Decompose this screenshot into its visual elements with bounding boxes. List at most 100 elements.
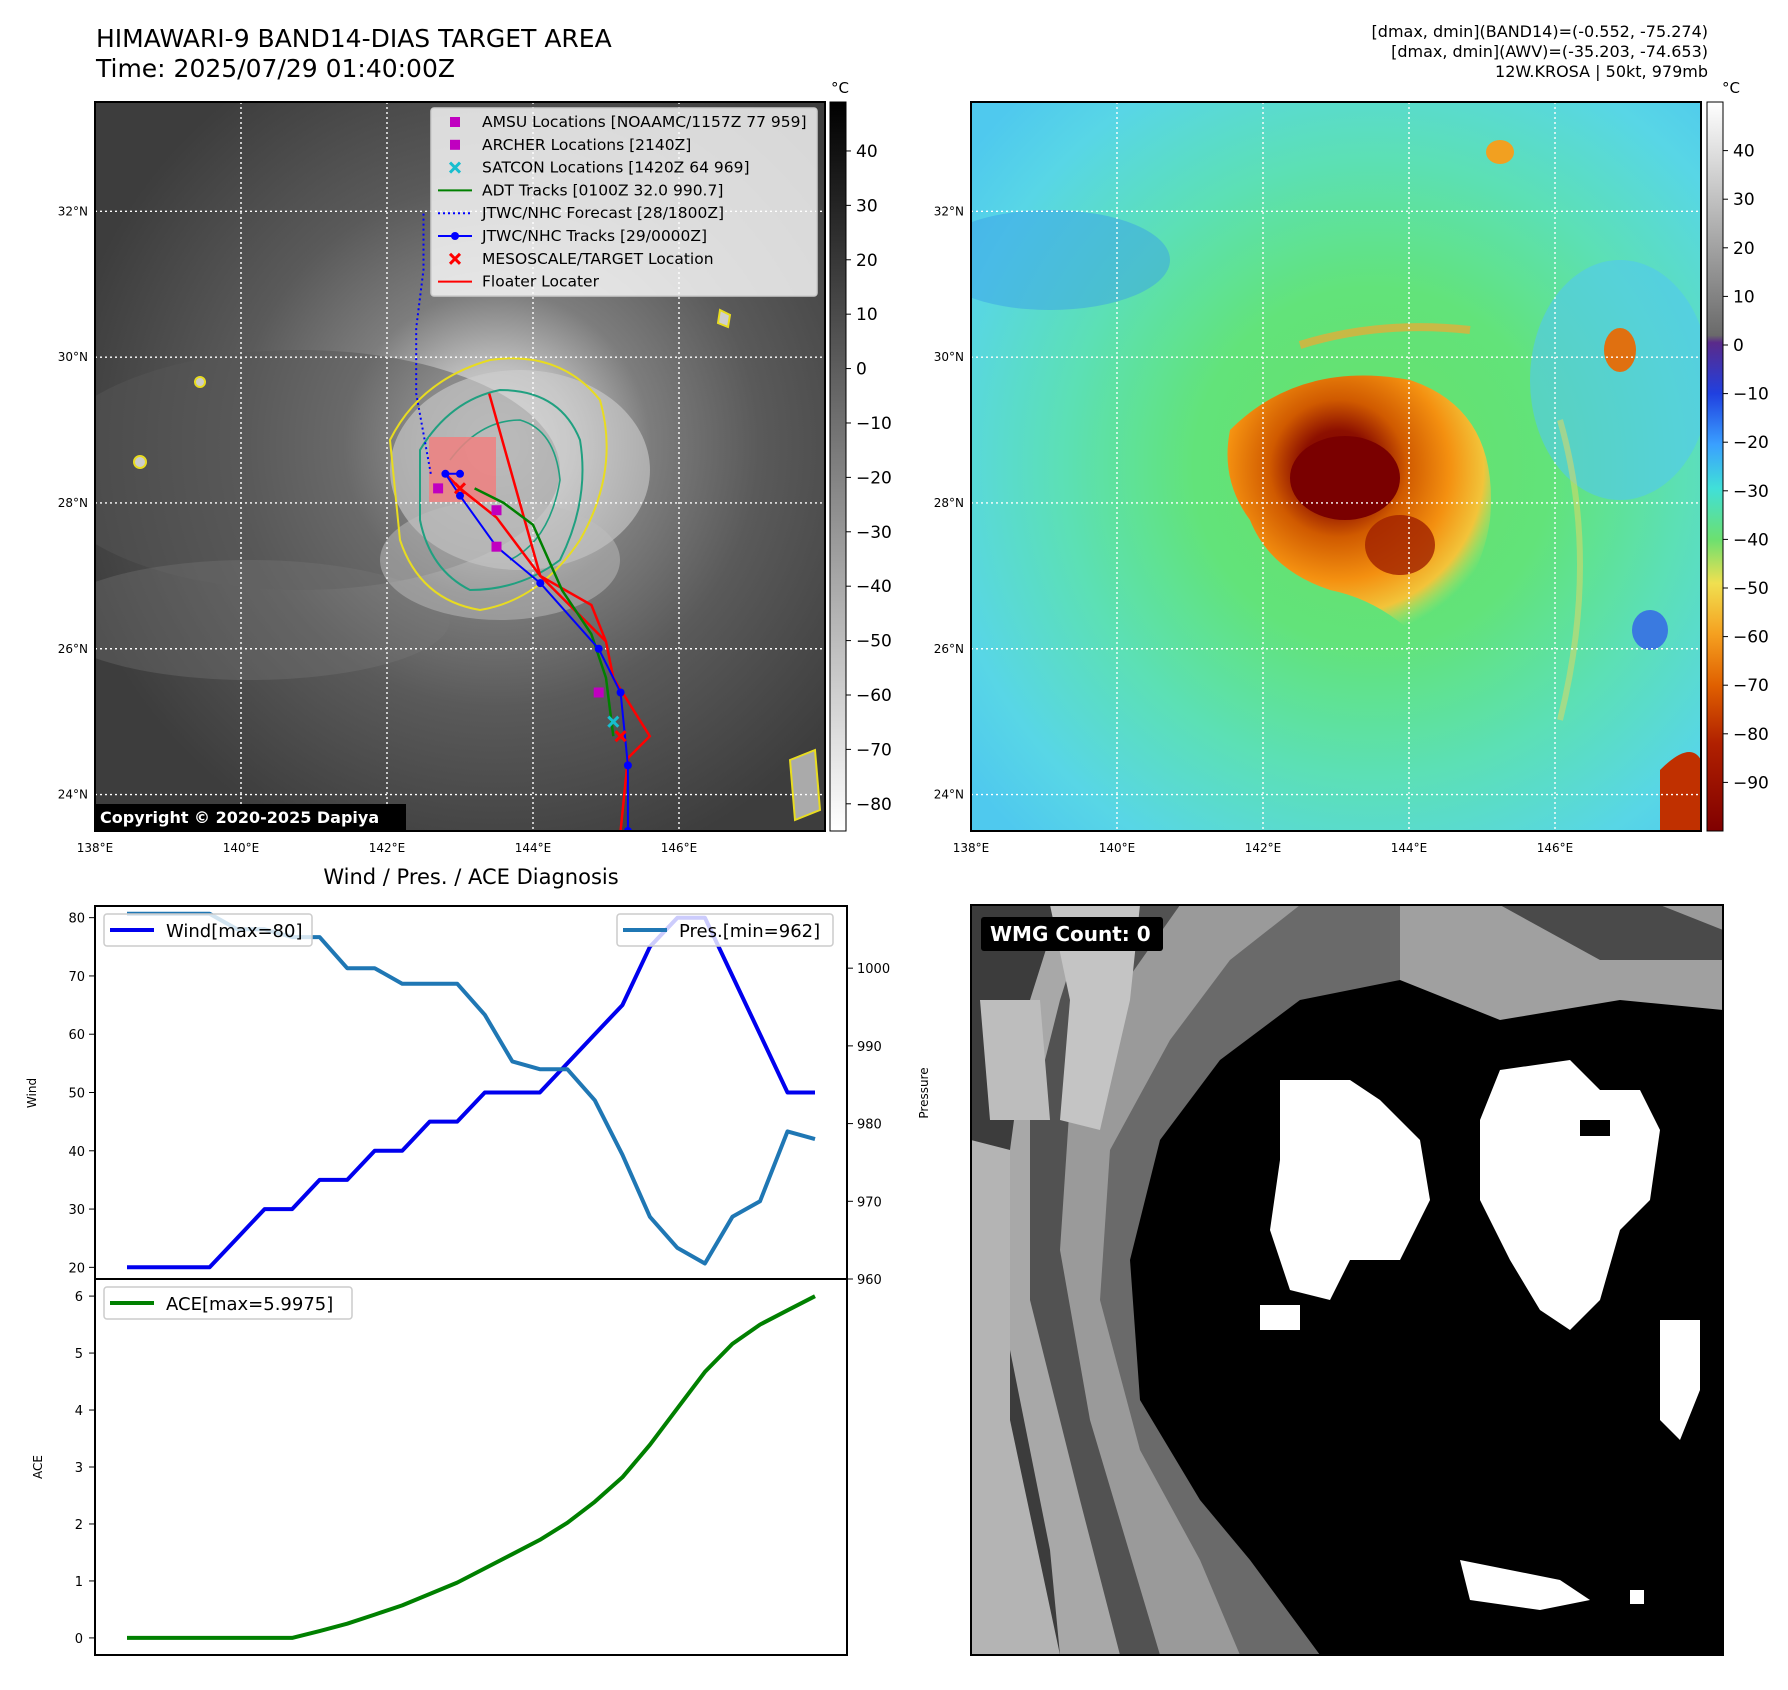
legend-entry: ARCHER Locations [2140Z] bbox=[450, 136, 691, 154]
awv-lat-tick: 26°N bbox=[934, 642, 964, 656]
legend-entry: Floater Locater bbox=[438, 273, 600, 291]
band14-lon-ticks: 138°E 140°E 142°E 144°E 146°E bbox=[77, 841, 698, 855]
wmg-white-blobs bbox=[1260, 1060, 1700, 1610]
map-legend: AMSU Locations [NOAAMC/1157Z 77 959] ARCH… bbox=[430, 107, 818, 297]
legend-entry: JTWC/NHC Forecast [28/1800Z] bbox=[438, 204, 724, 222]
pressure-tick-label: 1000 bbox=[857, 962, 890, 977]
wind-legend: Wind[max=80] bbox=[103, 913, 313, 947]
awv-colorbar-tick: −60 bbox=[1733, 628, 1769, 648]
ace-tick-label: 5 bbox=[75, 1347, 83, 1362]
pressure-tick-label: 960 bbox=[857, 1273, 882, 1288]
wind-axis-label: Wind bbox=[25, 1078, 39, 1108]
band14-colorbar-tick: −30 bbox=[856, 523, 892, 543]
band14-lat-ticks: 32°N 30°N 28°N 26°N 24°N bbox=[58, 204, 88, 801]
title-line-1: HIMAWARI-9 BAND14-DIAS TARGET AREA bbox=[96, 24, 612, 53]
pressure-tick-label: 990 bbox=[857, 1040, 882, 1055]
band14-colorbar-tick: −80 bbox=[856, 795, 892, 815]
awv-lon-tick: 142°E bbox=[1245, 841, 1282, 855]
copyright-text: Copyright © 2020-2025 Dapiya bbox=[100, 808, 379, 827]
wind-tick-label: 50 bbox=[68, 1087, 85, 1102]
awv-lon-tick: 146°E bbox=[1537, 841, 1574, 855]
awv-lat-tick: 30°N bbox=[934, 350, 964, 364]
ace-legend: ACE[max=5.9975] bbox=[103, 1286, 353, 1320]
wind-tick-label: 40 bbox=[68, 1145, 85, 1160]
floater-box-line bbox=[487, 393, 607, 643]
wind-pressure-chart: Wind / Pres. / ACE Diagnosis Wind Pressu… bbox=[25, 865, 931, 1288]
awv-colorbar-tick: 10 bbox=[1733, 287, 1755, 307]
legend-entry: JTWC/NHC Tracks [29/0000Z] bbox=[438, 227, 707, 245]
awv-map: 138°E 140°E 142°E 144°E 146°E 32°N 30°N 28°N 26… bbox=[934, 79, 1769, 855]
wind-legend-label: Wind[max=80] bbox=[166, 921, 303, 942]
legend-label: JTWC/NHC Tracks [29/0000Z] bbox=[481, 227, 707, 245]
legend-label: Floater Locater bbox=[482, 273, 600, 291]
awv-colorbar-tick: −70 bbox=[1733, 676, 1769, 696]
band14-lon-tick: 146°E bbox=[661, 841, 698, 855]
title-line-2: Time: 2025/07/29 01:40:00Z bbox=[96, 54, 455, 83]
wind-tick-label: 20 bbox=[68, 1261, 85, 1276]
pressure-legend-label: Pres.[min=962] bbox=[679, 921, 820, 942]
awv-lat-tick: 32°N bbox=[934, 204, 964, 218]
ace-tick-label: 6 bbox=[75, 1290, 83, 1305]
band14-lat-tick: 28°N bbox=[58, 496, 88, 510]
band14-map: 138°E 140°E 142°E 144°E 146°E 32°N 30°N 28°N 26… bbox=[58, 79, 892, 855]
legend-entry: SATCON Locations [1420Z 64 969] bbox=[448, 159, 750, 177]
band14-colorbar-tick: 10 bbox=[856, 305, 878, 325]
wmg-bands bbox=[971, 905, 1723, 1655]
legend-x-marker bbox=[448, 161, 462, 174]
legend-square-marker bbox=[450, 117, 460, 127]
legend-dot-marker bbox=[451, 232, 459, 240]
wmg-frame bbox=[970, 904, 1724, 1656]
legend-label: ARCHER Locations [2140Z] bbox=[482, 136, 691, 154]
legend-entry: ADT Tracks [0100Z 32.0 990.7] bbox=[438, 181, 723, 199]
band14-colorbar-tick: −40 bbox=[856, 577, 892, 597]
awv-frame bbox=[970, 101, 1702, 832]
awv-colorbar-tick: −30 bbox=[1733, 482, 1769, 502]
wind-tick-label: 70 bbox=[68, 970, 85, 985]
amsu-point bbox=[593, 687, 604, 698]
floater-track bbox=[444, 472, 652, 831]
band14-lat-tick: 26°N bbox=[58, 642, 88, 656]
diagnosis-title: Wind / Pres. / ACE Diagnosis bbox=[323, 865, 618, 889]
band14-colorbar: °C 40 30 20 10 0 −10 −20 −30 −40 −50 −60 −70 −80 bbox=[829, 79, 892, 832]
awv-lat-tick: 24°N bbox=[934, 788, 964, 802]
legend-x-marker bbox=[448, 252, 462, 265]
band14-lon-tick: 144°E bbox=[515, 841, 552, 855]
wind-y-ticks: 20 30 40 50 60 70 80 bbox=[68, 912, 95, 1276]
band14-colorbar-unit: °C bbox=[831, 79, 849, 97]
pressure-tick-label: 980 bbox=[857, 1118, 882, 1133]
legend-entry: MESOSCALE/TARGET Location bbox=[448, 250, 714, 268]
awv-colorbar-tick: −90 bbox=[1733, 773, 1769, 793]
band14-colorbar-tick: 30 bbox=[856, 196, 878, 216]
storm-tracks bbox=[415, 211, 652, 831]
band14-frame bbox=[94, 101, 826, 832]
target-point bbox=[453, 482, 467, 495]
awv-colorbar-tick: 30 bbox=[1733, 190, 1755, 210]
jtwc-track-point bbox=[536, 579, 545, 588]
awv-lon-tick: 140°E bbox=[1099, 841, 1136, 855]
band14-colorbar-tick: −50 bbox=[856, 632, 892, 652]
jtwc-track-point bbox=[456, 491, 464, 500]
legend-label: MESOSCALE/TARGET Location bbox=[482, 250, 714, 268]
figure-info: [dmax, dmin](BAND14)=(-0.552, -75.274) [… bbox=[1372, 22, 1708, 82]
awv-colorbar-tick: 0 bbox=[1733, 336, 1744, 356]
awv-colorbar-tick: 20 bbox=[1733, 239, 1755, 259]
wind-tick-label: 80 bbox=[68, 912, 85, 927]
band14-colorbar-tick: −20 bbox=[856, 468, 892, 488]
awv-features bbox=[971, 140, 1701, 831]
band14-colorbar-tick: −10 bbox=[856, 414, 892, 434]
jtwc-track-point bbox=[623, 761, 632, 770]
band14-colorbar-tick: −60 bbox=[856, 686, 892, 706]
ace-line bbox=[127, 1294, 816, 1640]
band14-lat-tick: 30°N bbox=[58, 350, 88, 364]
jtwc-forecast-track bbox=[415, 211, 432, 474]
jtwc-track-point bbox=[616, 688, 625, 697]
legend-label: AMSU Locations [NOAAMC/1157Z 77 959] bbox=[482, 113, 807, 131]
archer-point bbox=[433, 483, 444, 494]
band14-lon-tick: 142°E bbox=[369, 841, 406, 855]
awv-lon-ticks: 138°E 140°E 142°E 144°E 146°E bbox=[953, 841, 1574, 855]
satcon-point bbox=[607, 715, 620, 728]
wind-tick-label: 30 bbox=[68, 1203, 85, 1218]
awv-colorbar-unit: °C bbox=[1722, 79, 1740, 97]
awv-colorbar-tick: −20 bbox=[1733, 433, 1769, 453]
